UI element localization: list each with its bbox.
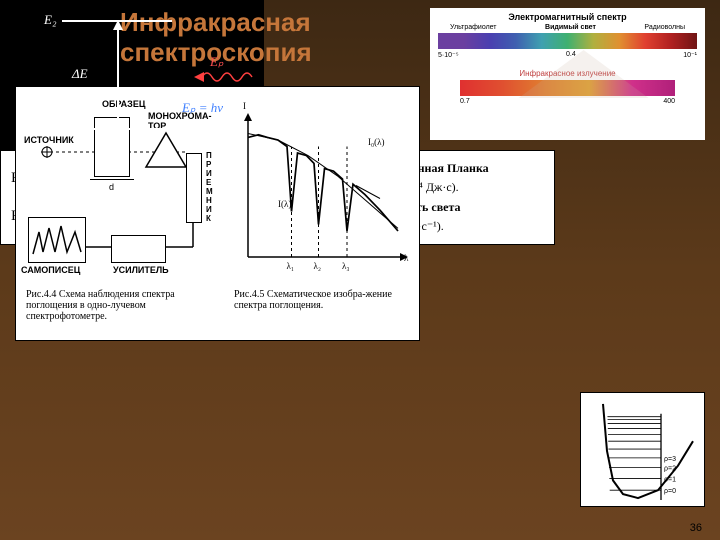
uv-label: Ультрафиолет — [450, 24, 497, 31]
svg-text:ρ=0: ρ=0 — [664, 488, 676, 495]
spectrum-zoom-triangle — [518, 50, 648, 98]
morse-potential-panel: ρ=3 ρ=2 ρ=1 ρ=0 — [580, 392, 705, 507]
spectrum-header: Электромагнитный спектр — [430, 12, 705, 22]
svg-text:ρ=2: ρ=2 — [664, 466, 676, 473]
svg-text:λ₂: λ₂ — [314, 261, 322, 271]
ir-ticks: 0.7 400 — [430, 98, 705, 105]
visible-label: Видимый свет — [545, 24, 596, 31]
delta-e-label: ΔE — [72, 66, 88, 82]
energy-diagram-panel: E₂ E₁ ΔE Eₚ Eₚ = hν — [0, 0, 264, 150]
e2-label: E₂ — [44, 12, 56, 28]
caption-left: Рис.4.4 Схема наблюдения спектра поглоще… — [26, 289, 216, 322]
energy-arrow — [110, 20, 126, 130]
full-spectrum-bar — [438, 33, 697, 49]
e1-label: E₁ — [44, 120, 56, 136]
em-spectrum-panel: Электромагнитный спектр Ультрафиолет Вид… — [430, 8, 705, 140]
lambda-axis-label: λ — [404, 253, 408, 263]
detector-label: ПРИЕМНИК — [206, 151, 213, 223]
svg-text:λ₁: λ₁ — [287, 261, 295, 271]
radio-label: Радиоволны — [644, 24, 685, 31]
spectrum-band-labels: Ультрафиолет Видимый свет Радиоволны — [430, 24, 705, 31]
morse-plot: ρ=3 ρ=2 ρ=1 ρ=0 — [581, 393, 706, 508]
d-dim-line — [90, 179, 134, 180]
recorder-trace — [29, 218, 85, 262]
I-curve-label: I(λ) — [278, 199, 291, 209]
ep-equation: Eₚ = hν — [182, 100, 223, 116]
svg-text:ρ=1: ρ=1 — [664, 476, 676, 483]
amplifier-label: УСИЛИТЕЛЬ — [113, 265, 169, 275]
d-label: d — [109, 182, 114, 192]
recorder-box — [28, 217, 86, 263]
recorder-label: САМОПИСЕЦ — [21, 265, 80, 275]
photon-wave — [192, 68, 254, 86]
wire-1 — [86, 222, 196, 252]
page-number: 36 — [690, 522, 702, 534]
I0-curve-label: I₀(λ) — [368, 137, 385, 147]
svg-text:λ₃: λ₃ — [342, 261, 350, 271]
svg-text:ρ=3: ρ=3 — [664, 456, 676, 463]
detector-box — [186, 153, 202, 223]
caption-right: Рис.4.5 Схематическое изобра-жение спект… — [234, 289, 414, 311]
